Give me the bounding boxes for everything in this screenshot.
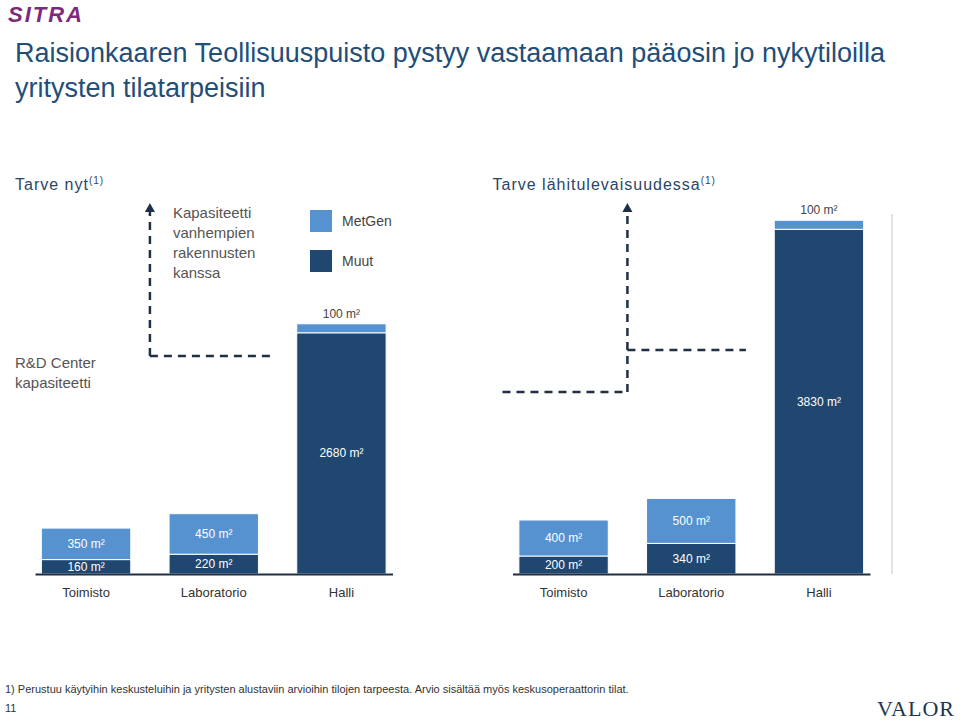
- arrow-head: [622, 203, 632, 212]
- data-label: 100 m²: [323, 307, 360, 321]
- data-label: 500 m²: [673, 514, 710, 528]
- x-tick-label: Halli: [806, 585, 831, 600]
- data-label: 160 m²: [67, 560, 104, 574]
- text-line: kapasiteetti: [15, 374, 91, 391]
- bar: [297, 324, 386, 333]
- x-tick-label: Laboratorio: [181, 585, 247, 600]
- baseline: [513, 574, 871, 576]
- data-label: 3830 m²: [797, 395, 841, 409]
- annotation: Kapasiteetti vanhempien rakennusten kanssa: [173, 204, 256, 281]
- data-label: 340 m²: [673, 552, 710, 566]
- capacity-line: [626, 212, 629, 350]
- bar: [519, 556, 608, 574]
- capacity-line: [149, 212, 152, 356]
- capacity-line: [150, 355, 271, 358]
- bar: [647, 498, 736, 543]
- x-tick: Halli: [329, 585, 354, 600]
- bar: [774, 229, 863, 574]
- baseline: [36, 574, 394, 576]
- arrow-head: [145, 203, 155, 212]
- data-label: 2680 m²: [319, 446, 363, 460]
- title: Raisionkaaren Teollisuuspuisto pystyy va…: [15, 38, 886, 103]
- data-label: 200 m²: [545, 558, 582, 572]
- text-line: rakennusten: [173, 244, 256, 261]
- bar: [774, 220, 863, 229]
- text-line: vanhempien: [173, 224, 255, 241]
- bar: [647, 543, 736, 574]
- x-tick: Laboratorio: [181, 585, 247, 600]
- x-tick: Halli: [806, 585, 831, 600]
- group-note: (1): [701, 175, 716, 186]
- bar: [297, 333, 386, 574]
- group-heading: Tarve nyt(1): [15, 175, 104, 193]
- text-line: R&D Center: [15, 354, 96, 371]
- capacity-line: [503, 391, 628, 394]
- capacity-line: [627, 349, 746, 352]
- footnote: 1) Perustuu käytyihin keskusteluihin ja …: [5, 683, 629, 695]
- bar: [519, 520, 608, 556]
- x-tick: Toimisto: [540, 585, 588, 600]
- group-heading: Tarve lähitulevaisuudessa(1): [493, 175, 716, 193]
- legend-label: MetGen: [342, 213, 392, 229]
- data-label: 220 m²: [195, 557, 232, 571]
- bar: [169, 554, 258, 574]
- text-line: Kapasiteetti: [173, 204, 251, 221]
- x-tick: Laboratorio: [658, 585, 724, 600]
- logo: VALOR: [877, 696, 955, 721]
- x-axis: Toimisto Laboratorio Halli: [36, 575, 394, 601]
- legend: MetGen Muut: [310, 210, 392, 272]
- group-label: Tarve lähitulevaisuudessa: [493, 176, 701, 193]
- data-label: 100 m²: [800, 203, 837, 217]
- group-note: (1): [89, 175, 104, 186]
- logo: SITRA: [8, 2, 84, 27]
- data-label: 400 m²: [545, 531, 582, 545]
- group-label: Tarve nyt: [15, 176, 89, 193]
- chart: SITRA VALOR Raisionkaaren Teollisuuspuisto…: [0, 0, 960, 721]
- x-tick-label: Halli: [329, 585, 354, 600]
- x-tick-label: Laboratorio: [658, 585, 724, 600]
- x-axis: Toimisto Laboratorio Halli: [513, 575, 871, 601]
- y-axis-line: [892, 214, 893, 574]
- x-tick: Toimisto: [62, 585, 110, 600]
- x-tick-label: Toimisto: [540, 585, 588, 600]
- annotation: R&D Center kapasiteetti: [15, 354, 96, 391]
- legend-label: Muut: [342, 253, 373, 269]
- bar: [41, 560, 130, 574]
- capacity-line: [626, 350, 629, 392]
- x-tick-label: Toimisto: [62, 585, 110, 600]
- page-number: 11: [5, 702, 16, 714]
- legend-swatch: [310, 210, 332, 232]
- bar: [169, 514, 258, 555]
- text-line: kanssa: [173, 264, 221, 281]
- bar: [41, 528, 130, 560]
- text-line: yritysten tilatarpeisiin: [15, 73, 266, 103]
- text-line: Raisionkaaren Teollisuuspuisto pystyy va…: [15, 38, 886, 68]
- data-labels: 160 m² 350 m² 220 m² 450 m² 2680 m² 100 m² 200…: [67, 203, 841, 574]
- legend-swatch: [310, 250, 332, 272]
- data-label: 350 m²: [67, 537, 104, 551]
- data-label: 450 m²: [195, 527, 232, 541]
- bars: [41, 220, 863, 574]
